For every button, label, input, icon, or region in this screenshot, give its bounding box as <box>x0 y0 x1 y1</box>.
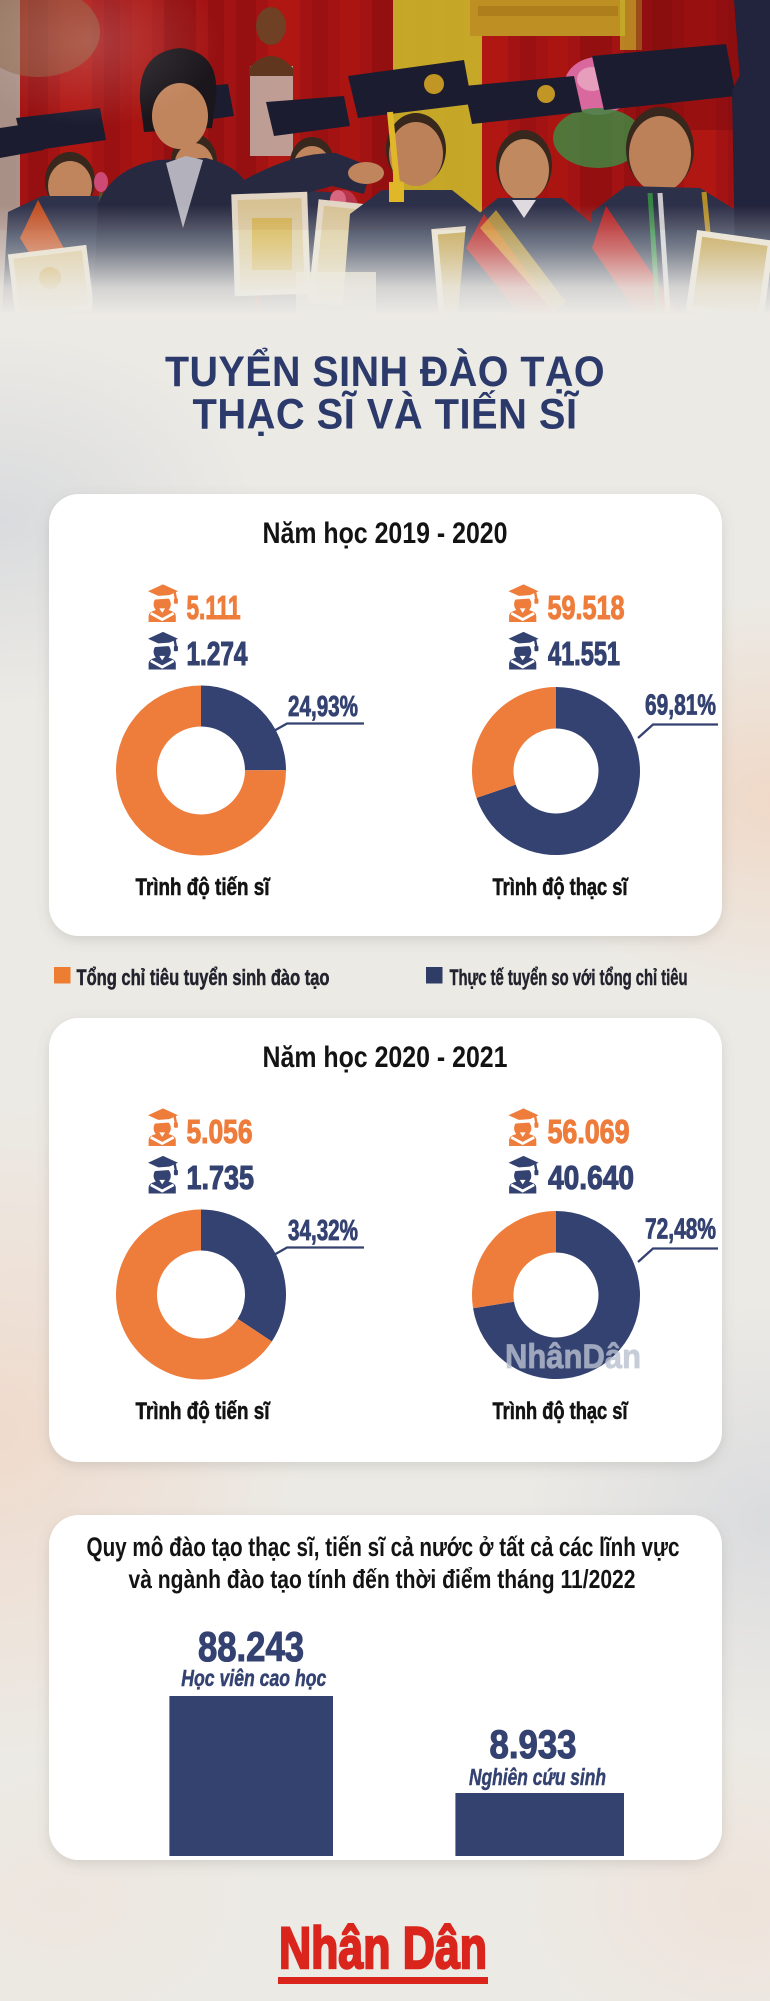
svg-text:69,81%: 69,81% <box>645 690 716 722</box>
svg-text:88.243: 88.243 <box>198 1623 304 1670</box>
svg-text:Quy mô đào tạo thạc sĩ, tiến s: Quy mô đào tạo thạc sĩ, tiến sĩ cả nước … <box>87 1532 680 1562</box>
svg-text:Trình độ thạc sĩ: Trình độ thạc sĩ <box>493 1398 630 1425</box>
svg-text:và ngành đào tạo tính đến thời: và ngành đào tạo tính đến thời điểm thán… <box>129 1564 636 1594</box>
svg-text:41.551: 41.551 <box>548 635 620 672</box>
svg-text:NhânDân: NhânDân <box>505 1338 641 1376</box>
svg-text:TUYỂN SINH ĐÀO TẠO: TUYỂN SINH ĐÀO TẠO <box>165 347 605 396</box>
svg-text:72,48%: 72,48% <box>645 1214 716 1246</box>
svg-text:5.111: 5.111 <box>187 589 241 626</box>
svg-text:Nhân Dân: Nhân Dân <box>279 1916 487 1981</box>
svg-text:Nghiên cứu sinh: Nghiên cứu sinh <box>469 1764 606 1790</box>
svg-text:Thực tế tuyển so với tổng chỉ: Thực tế tuyển so với tổng chỉ tiêu <box>450 965 688 990</box>
svg-text:8.933: 8.933 <box>490 1723 577 1767</box>
svg-text:59.518: 59.518 <box>548 589 625 626</box>
svg-text:24,93%: 24,93% <box>288 691 358 723</box>
svg-text:Trình độ tiến sĩ: Trình độ tiến sĩ <box>136 874 272 901</box>
svg-text:Trình độ thạc sĩ: Trình độ thạc sĩ <box>493 874 630 901</box>
svg-text:34,32%: 34,32% <box>288 1215 358 1247</box>
svg-text:Tổng chỉ tiêu tuyển sinh đào t: Tổng chỉ tiêu tuyển sinh đào tạo <box>77 965 330 990</box>
svg-text:Trình độ tiến sĩ: Trình độ tiến sĩ <box>136 1398 272 1425</box>
svg-text:1.274: 1.274 <box>187 635 248 672</box>
svg-text:Năm học 2020 - 2021: Năm học 2020 - 2021 <box>263 1041 508 1074</box>
svg-text:THẠC SĨ VÀ TIẾN SĨ: THẠC SĨ VÀ TIẾN SĨ <box>193 391 581 439</box>
svg-text:Học viên cao học: Học viên cao học <box>181 1665 326 1691</box>
svg-text:1.735: 1.735 <box>187 1159 255 1196</box>
svg-text:40.640: 40.640 <box>548 1159 634 1196</box>
svg-text:56.069: 56.069 <box>548 1113 630 1150</box>
svg-text:Năm học 2019 - 2020: Năm học 2019 - 2020 <box>263 517 508 550</box>
svg-text:5.056: 5.056 <box>187 1113 253 1150</box>
